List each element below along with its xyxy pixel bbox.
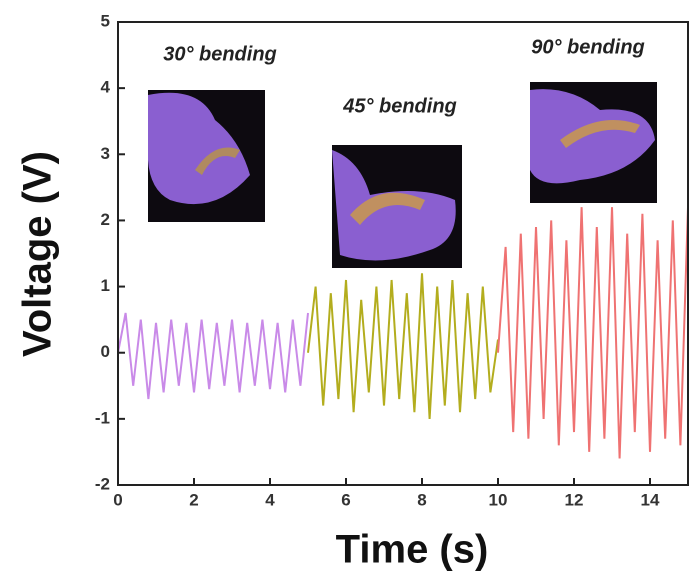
annotation: 30° bending: [163, 43, 277, 65]
inset-photo: [148, 90, 265, 222]
signal-line: [497, 207, 689, 459]
annotation: 90° bending: [531, 36, 645, 58]
x-axis-title: Time (s): [336, 528, 489, 572]
inset-photo: [332, 145, 462, 268]
x-tick-label: 4: [265, 490, 275, 509]
x-tick-label: 12: [565, 490, 584, 509]
signal-line: [117, 312, 309, 400]
x-tick-label: 10: [489, 490, 508, 509]
plot-frame: [117, 21, 689, 486]
y-tick-label: 5: [101, 11, 110, 30]
x-tick-label: 14: [641, 490, 660, 509]
x-tick-label: 0: [113, 490, 122, 509]
y-axis-title: Voltage (V): [16, 151, 60, 357]
signal-line: [307, 273, 499, 419]
y-tick-label: -2: [95, 474, 110, 493]
x-tick-label: 8: [417, 490, 426, 509]
y-tick-label: 1: [101, 276, 110, 295]
y-tick-label: 0: [101, 342, 110, 361]
x-tick-label: 6: [341, 490, 350, 509]
annotation: 45° bending: [342, 95, 457, 117]
y-tick-label: 4: [101, 78, 111, 97]
y-tick-label: 3: [101, 144, 110, 163]
y-tick-label: -1: [95, 408, 110, 427]
x-tick-label: 2: [189, 490, 198, 509]
inset-photo: [530, 82, 657, 203]
y-tick-label: 2: [101, 210, 110, 229]
